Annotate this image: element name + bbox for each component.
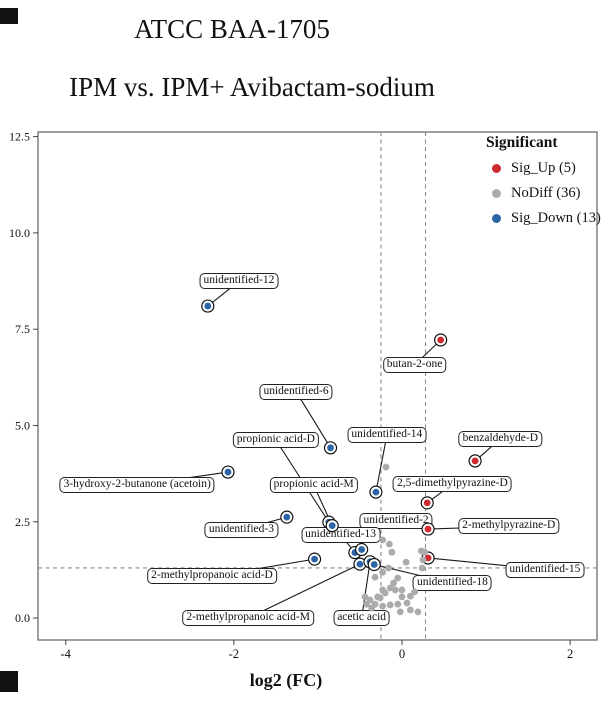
x-tick-label: 2 <box>567 647 573 661</box>
legend-title: Significant <box>486 134 558 151</box>
annotation-label: benzaldehyde-D <box>458 430 543 447</box>
annotation-label: 3-hydroxy-2-butanone (acetoin) <box>59 477 215 494</box>
legend-label-sig-down: Sig_Down (13) <box>511 210 601 226</box>
annotation-connector <box>247 563 361 619</box>
legend: Significant Sig_Up (5) NoDiff (36) Sig_D… <box>466 134 601 227</box>
y-tick-label: 12.5 <box>9 130 30 144</box>
annotation-label: 2,5-dimethylpyrazine-D <box>393 476 512 493</box>
annotation-connector <box>375 435 388 493</box>
annotation-label: 2-methylpyrazine-D <box>458 518 560 535</box>
nodiff-dot-icon <box>492 189 501 198</box>
scan-artifact-top-left <box>0 8 18 24</box>
y-tick-label: 10.0 <box>9 226 30 240</box>
annotation-label: unidentified-13 <box>301 526 381 543</box>
figure-title: ATCC BAA-1705 <box>134 14 330 44</box>
annotation-label: 2-methylpropanoic acid-M <box>182 610 314 627</box>
annotation-label: unidentified-12 <box>199 273 279 290</box>
annotation-label: unidentified-14 <box>347 427 427 444</box>
sig-up-dot-icon <box>492 164 501 173</box>
annotation-label: unidentified-6 <box>259 383 333 400</box>
annotation-connector <box>361 561 371 619</box>
y-tick-label: 7.5 <box>15 322 30 336</box>
x-tick-label: 0 <box>399 647 405 661</box>
x-axis-label: log2 (FC) <box>250 670 322 691</box>
annotation-label: propionic acid-D <box>232 432 319 449</box>
annotation-label: butan-2-one <box>382 357 447 373</box>
figure-subtitle: IPM vs. IPM+ Avibactam-sodium <box>69 72 435 102</box>
annotation-label: propionic acid-M <box>269 477 358 494</box>
legend-item-sig-up: Sig_Up (5) <box>466 160 601 177</box>
legend-item-sig-down: Sig_Down (13) <box>466 210 601 227</box>
annotation-label: unidentified-3 <box>204 521 278 538</box>
legend-label-sig-up: Sig_Up (5) <box>511 160 576 176</box>
annotation-label: unidentified-2 <box>359 512 433 529</box>
annotation-label: 2-methylpropanoic acid-D <box>147 568 277 585</box>
legend-label-nodiff: NoDiff (36) <box>511 185 581 201</box>
y-tick-label: 2.5 <box>15 515 30 529</box>
plot-border <box>37 131 598 641</box>
y-tick-label: 0.0 <box>15 611 30 625</box>
x-tick-label: -2 <box>229 647 239 661</box>
y-tick-label: 5.0 <box>15 418 30 432</box>
annotation-label: acetic acid <box>333 610 391 627</box>
sig-down-dot-icon <box>492 214 501 223</box>
annotation-label: unidentified-18 <box>412 575 492 592</box>
annotation-label: unidentified-15 <box>505 561 585 578</box>
annotation-connector <box>295 391 331 449</box>
legend-item-nodiff: NoDiff (36) <box>466 185 601 202</box>
scan-artifact-bottom-left <box>0 671 18 692</box>
x-tick-label: -4 <box>61 647 72 661</box>
